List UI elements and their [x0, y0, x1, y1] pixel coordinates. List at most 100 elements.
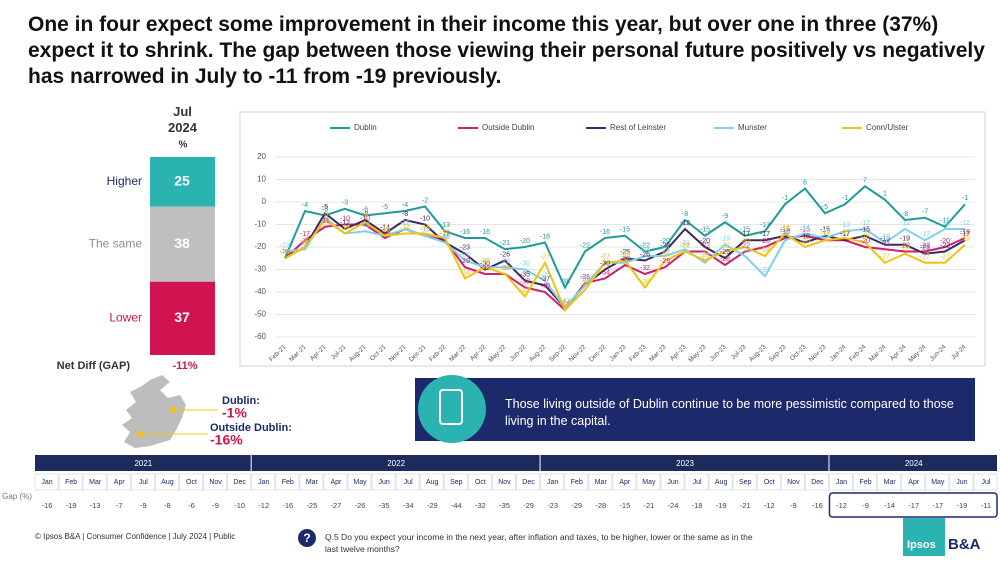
data-label: -48	[560, 301, 570, 308]
y-tick-label: 20	[257, 152, 266, 161]
category-label: The same	[89, 236, 143, 250]
data-label: -16	[480, 229, 490, 236]
data-label: -17	[760, 231, 770, 238]
x-tick-label: Nov-22	[568, 343, 588, 363]
month-label: Dec	[522, 479, 535, 486]
data-label: -16	[380, 229, 390, 236]
gap-value: -9	[862, 501, 869, 510]
data-label: -29	[480, 258, 490, 265]
y-tick-label: -60	[254, 332, 266, 341]
month-cell	[82, 473, 107, 491]
month-label: Jun	[956, 479, 967, 486]
data-label: -18	[880, 233, 890, 240]
month-cell	[443, 473, 468, 491]
month-label: Sep	[739, 479, 752, 486]
bar-segment	[150, 157, 215, 207]
data-label: 7	[863, 177, 867, 184]
data-label: -15	[380, 227, 390, 234]
month-label: Dec	[811, 479, 824, 486]
gap-value: -19	[716, 501, 727, 510]
data-label: -12	[400, 220, 410, 227]
gap-value: -8	[164, 501, 171, 510]
year-header	[35, 455, 251, 471]
data-label: -27	[940, 254, 950, 261]
data-label: -20	[700, 238, 710, 245]
gap-value: -12	[764, 501, 775, 510]
year-label: 2023	[676, 459, 694, 468]
series-line	[284, 184, 966, 290]
gap-value: -29	[571, 501, 582, 510]
month-cell	[203, 473, 228, 491]
data-label: -20	[800, 238, 810, 245]
month-cell	[901, 473, 926, 491]
data-label: -18	[540, 233, 550, 240]
data-label: -34	[460, 269, 470, 276]
data-label: -17	[820, 231, 830, 238]
gap-value: -13	[90, 501, 101, 510]
data-label: -21	[500, 240, 510, 247]
data-label: -48	[560, 301, 570, 308]
data-label: -20	[520, 238, 530, 245]
data-label: -27	[600, 254, 610, 261]
y-tick-label: -50	[254, 310, 266, 319]
x-tick-label: Nov-23	[808, 343, 828, 363]
data-label: -27	[880, 254, 890, 261]
data-label: -25	[280, 249, 290, 256]
month-cell	[299, 473, 324, 491]
data-label: -10	[360, 215, 370, 222]
gap-value: -25	[306, 501, 317, 510]
gap-value: -29	[427, 501, 438, 510]
gap-value: -6	[188, 501, 195, 510]
month-cell	[251, 473, 276, 491]
month-cell	[780, 473, 805, 491]
callout-box	[415, 378, 975, 441]
month-cell	[804, 473, 829, 491]
data-label: -15	[420, 227, 430, 234]
data-label: -8	[322, 211, 328, 218]
data-label: -25	[280, 249, 290, 256]
y-tick-label: 0	[262, 197, 267, 206]
x-tick-label: May-22	[487, 343, 508, 364]
data-label: -19	[960, 236, 970, 243]
data-label: -14	[340, 224, 350, 231]
month-label: Mar	[306, 479, 319, 486]
data-label: -15	[860, 227, 870, 234]
data-label: -29	[660, 258, 670, 265]
data-label: -8	[682, 211, 688, 218]
month-label: Feb	[282, 479, 294, 486]
data-label: -29	[480, 258, 490, 265]
month-cell	[395, 473, 420, 491]
x-tick-label: Apr-23	[669, 343, 688, 362]
x-tick-label: Jul-21	[330, 343, 348, 361]
gap-value: -9	[790, 501, 797, 510]
data-label: -1	[782, 195, 788, 202]
data-label: -5	[322, 204, 328, 211]
data-label: -16	[460, 229, 470, 236]
data-label: -30	[600, 260, 610, 267]
data-label: -20	[940, 238, 950, 245]
data-label: -15	[700, 227, 710, 234]
x-tick-label: Apr-24	[889, 343, 908, 362]
data-label: -6	[362, 206, 368, 213]
data-label: -22	[640, 242, 650, 249]
month-label: Feb	[860, 479, 872, 486]
x-tick-label: Aug-21	[348, 343, 368, 363]
gap-value: -16	[42, 501, 53, 510]
month-label: Jun	[667, 479, 678, 486]
month-label: May	[931, 479, 945, 486]
net-label: Net Diff (GAP)	[57, 360, 131, 372]
data-label: -22	[920, 242, 930, 249]
month-label: Mar	[884, 479, 897, 486]
legend-label: Rest of Leinster	[610, 123, 666, 132]
month-cell	[130, 473, 155, 491]
month-cell	[58, 473, 83, 491]
month-cell	[612, 473, 637, 491]
data-label: -20	[740, 238, 750, 245]
region-label: Outside Dublin:	[210, 422, 292, 434]
gap-value: -26	[355, 501, 366, 510]
data-label: -21	[680, 240, 690, 247]
bar-segment	[150, 281, 215, 355]
data-label: -6	[322, 206, 328, 213]
gap-value: -44	[451, 501, 462, 510]
data-label: -21	[880, 240, 890, 247]
